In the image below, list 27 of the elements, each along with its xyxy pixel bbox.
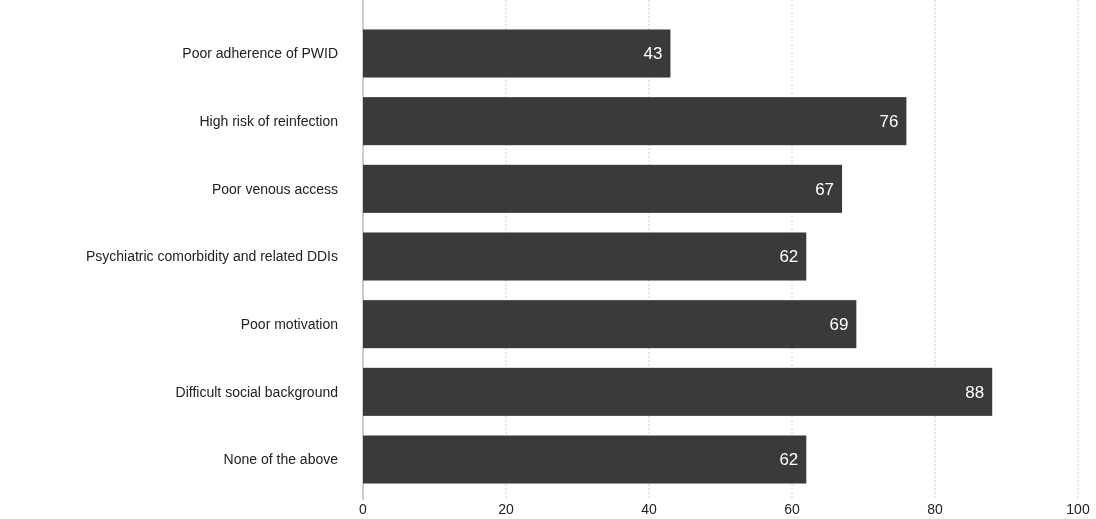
y-tick-label: High risk of reinfection <box>199 113 338 130</box>
data-label: 88 <box>965 382 985 402</box>
bar <box>363 97 907 146</box>
bar <box>363 300 857 349</box>
bar <box>363 164 843 213</box>
y-tick-label: Psychiatric comorbidity and related DDIs <box>85 248 338 265</box>
y-tick-label: Poor motivation <box>240 316 338 333</box>
data-label: 69 <box>829 315 849 335</box>
data-label: 62 <box>779 450 799 470</box>
y-tick-label: Poor venous access <box>211 180 338 197</box>
bar <box>363 435 807 484</box>
data-label: 62 <box>779 247 799 267</box>
x-tick-label: 0 <box>359 501 368 517</box>
x-tick-label: 80 <box>927 501 943 517</box>
x-tick-label: 60 <box>784 501 800 517</box>
bar <box>363 29 671 78</box>
y-tick-label: Poor adherence of PWID <box>182 45 338 62</box>
data-label: 76 <box>879 112 899 132</box>
y-tick-label: Difficult social background <box>175 383 338 400</box>
bar <box>363 232 807 281</box>
data-label: 43 <box>643 44 663 64</box>
x-tick-label: 40 <box>641 501 657 517</box>
bar <box>363 367 993 416</box>
x-tick-label: 20 <box>498 501 514 517</box>
y-tick-label: None of the above <box>223 451 339 468</box>
data-label: 67 <box>815 179 835 199</box>
x-tick-label: 100 <box>1066 501 1090 517</box>
